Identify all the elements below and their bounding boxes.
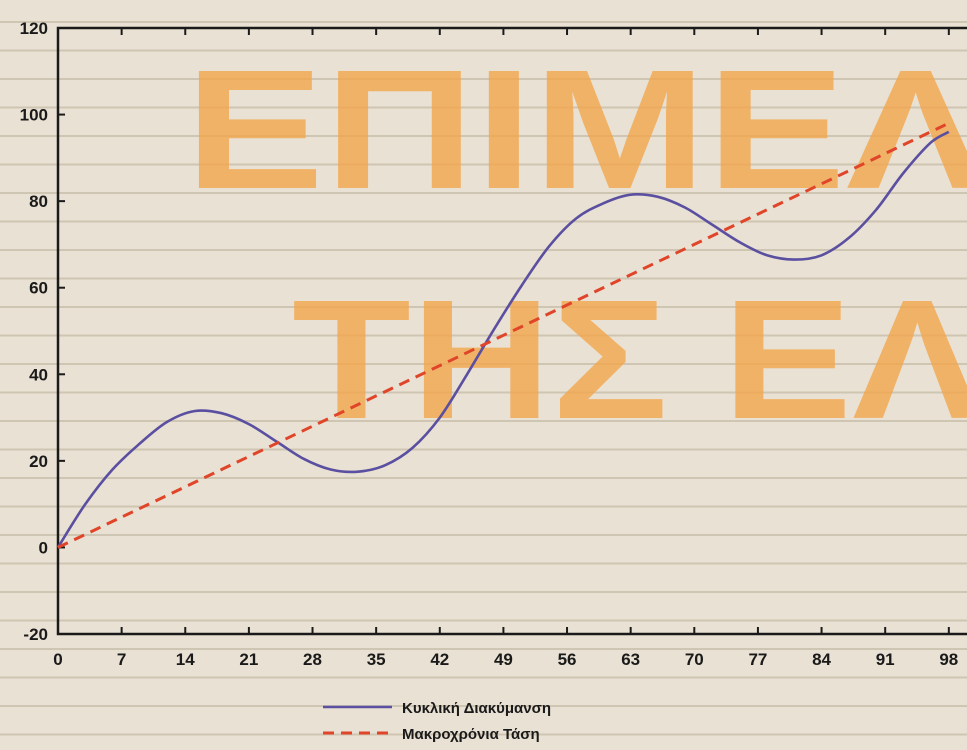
x-tick-label: 77 — [748, 650, 767, 669]
x-tick-label: 91 — [876, 650, 895, 669]
x-tick-label: 14 — [176, 650, 195, 669]
legend-label: Μακροχρόνια Τάση — [402, 726, 540, 743]
y-tick-label: 0 — [39, 538, 48, 557]
x-tick-label: 84 — [812, 650, 831, 669]
x-tick-label: 63 — [621, 650, 640, 669]
y-tick-label: 80 — [29, 192, 48, 211]
y-tick-label: 100 — [20, 106, 48, 125]
x-tick-label: 0 — [53, 650, 62, 669]
legend-label: Κυκλική Διακύμανση — [402, 700, 551, 717]
y-tick-label: -20 — [23, 625, 48, 644]
y-tick-label: 20 — [29, 452, 48, 471]
x-tick-label: 21 — [239, 650, 258, 669]
x-tick-label: 7 — [117, 650, 126, 669]
x-tick-label: 28 — [303, 650, 322, 669]
legend: Κυκλική Διακύμανση Μακροχρόνια Τάση — [323, 700, 551, 743]
x-tick-label: 56 — [558, 650, 577, 669]
x-tick-label: 35 — [367, 650, 386, 669]
y-tick-label: 120 — [20, 19, 48, 38]
watermark-line-1: ΕΠΙΜΕΛ — [185, 35, 967, 225]
x-tick-label: 49 — [494, 650, 513, 669]
watermark-line-2: ΤΗΣ ΕΛ — [292, 265, 967, 455]
x-tick-label: 98 — [939, 650, 958, 669]
x-tick-label: 70 — [685, 650, 704, 669]
y-tick-label: 40 — [29, 365, 48, 384]
y-tick-label: 60 — [29, 279, 48, 298]
x-tick-label: 42 — [430, 650, 449, 669]
watermark-layer: ΕΠΙΜΕΛ ΤΗΣ ΕΛ — [185, 35, 967, 455]
